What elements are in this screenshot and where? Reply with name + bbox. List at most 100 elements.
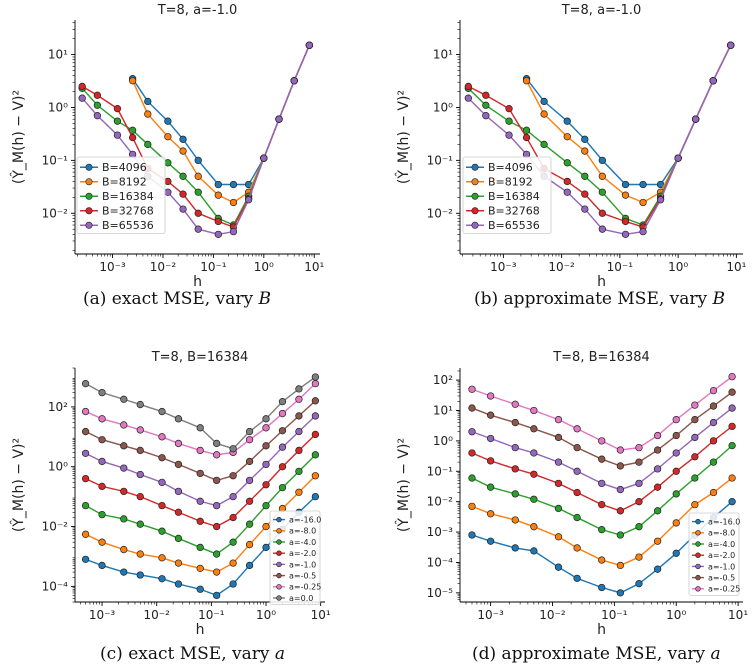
data-point	[158, 433, 166, 441]
figure-caption: (b) approximate MSE, vary B	[474, 289, 725, 309]
y-tick-label: 10⁻³	[427, 525, 454, 539]
legend-marker	[695, 530, 701, 536]
data-point	[635, 580, 643, 588]
data-point	[728, 441, 736, 450]
data-point	[672, 415, 680, 424]
data-point	[128, 77, 137, 85]
data-point	[563, 133, 571, 141]
legend-label: a=-2.0	[708, 551, 735, 560]
data-point	[93, 91, 102, 99]
data-point	[136, 426, 144, 434]
data-point	[213, 451, 221, 459]
legend-box	[76, 156, 166, 234]
data-point	[98, 457, 106, 466]
data-point	[468, 449, 476, 457]
x-tick-label: 10⁻³	[89, 608, 116, 622]
chart-title: T=8, B=16384	[151, 350, 249, 365]
chart-title: T=8, a=-1.0	[561, 3, 642, 18]
data-point	[81, 449, 90, 458]
legend-label: B=8192	[488, 176, 533, 189]
data-point	[196, 497, 204, 505]
data-point	[616, 446, 625, 454]
data-point	[295, 395, 303, 403]
y-tick-label: 10⁻²	[42, 206, 69, 220]
data-point	[511, 544, 519, 552]
data-point	[244, 196, 253, 204]
data-point	[278, 409, 287, 418]
data-point	[295, 467, 303, 476]
data-point	[213, 439, 221, 448]
y-tick-label: 10¹	[433, 48, 453, 62]
data-point	[245, 427, 254, 436]
data-point	[113, 131, 122, 139]
x-tick-label: 10⁻²	[539, 608, 566, 622]
x-axis-label: h	[597, 622, 606, 638]
y-axis-label: (Ŷ_M(h) − V)²	[9, 90, 27, 184]
data-point	[635, 458, 643, 466]
data-point	[174, 559, 183, 567]
y-tick-label: 10²	[433, 373, 453, 387]
data-point	[174, 580, 183, 588]
data-point	[709, 77, 717, 85]
data-point	[554, 433, 563, 442]
legend-marker	[695, 563, 701, 570]
y-tick-label: 10⁰	[48, 460, 68, 474]
data-point	[196, 446, 204, 455]
figure-caption: (d) approximate MSE, vary a	[472, 644, 721, 664]
data-point	[616, 462, 625, 470]
data-point	[213, 550, 221, 558]
data-point	[511, 443, 519, 452]
data-point	[464, 94, 472, 102]
y-tick-label: 10¹	[433, 403, 453, 417]
data-point	[468, 531, 476, 539]
data-point	[653, 483, 662, 491]
data-point	[295, 488, 303, 496]
data-point	[214, 180, 222, 189]
legend-marker	[276, 572, 282, 579]
legend-marker	[276, 584, 282, 590]
data-point	[598, 556, 606, 564]
legend-marker	[276, 539, 282, 545]
data-point	[81, 379, 90, 388]
y-tick-label: 10⁻⁴	[427, 555, 454, 569]
legend-label: a=-16.0	[708, 517, 740, 526]
data-point	[598, 437, 606, 445]
data-point	[164, 117, 172, 125]
data-point	[196, 469, 204, 478]
chart-panel-b: T=8, a=-1.0 10⁻³ 10⁻² 10⁻¹ 10⁰ 10¹ 10⁻² 10⁻¹ 10⁰…	[394, 3, 747, 309]
data-point	[581, 190, 589, 198]
legend-label: a=-0.5	[289, 571, 316, 580]
x-tick-label: 10⁻³	[490, 260, 517, 274]
data-point	[179, 205, 187, 213]
x-tick-label: 10⁻²	[548, 260, 575, 274]
data-point	[674, 154, 682, 162]
data-point	[728, 498, 736, 506]
x-tick-label: 10¹	[728, 608, 748, 622]
data-point	[530, 425, 538, 433]
data-point	[621, 217, 630, 226]
data-point	[468, 502, 476, 511]
data-point	[229, 538, 237, 546]
legend-marker	[695, 574, 701, 581]
data-point	[213, 522, 221, 531]
legend-label: a=-4.0	[708, 540, 735, 549]
data-point	[728, 404, 736, 412]
data-point	[691, 453, 699, 461]
data-point	[709, 418, 718, 427]
data-point	[136, 446, 144, 455]
legend-marker	[276, 561, 282, 568]
data-point	[621, 191, 630, 199]
legend-marker	[276, 595, 282, 601]
data-point	[229, 198, 238, 207]
data-point	[245, 497, 254, 505]
data-point	[144, 110, 152, 118]
data-point	[709, 437, 718, 445]
data-point	[511, 418, 519, 427]
data-point	[229, 513, 237, 522]
data-point	[174, 460, 183, 469]
data-point	[616, 561, 625, 570]
data-point	[522, 77, 531, 85]
data-point	[573, 443, 581, 452]
data-point	[709, 458, 718, 466]
